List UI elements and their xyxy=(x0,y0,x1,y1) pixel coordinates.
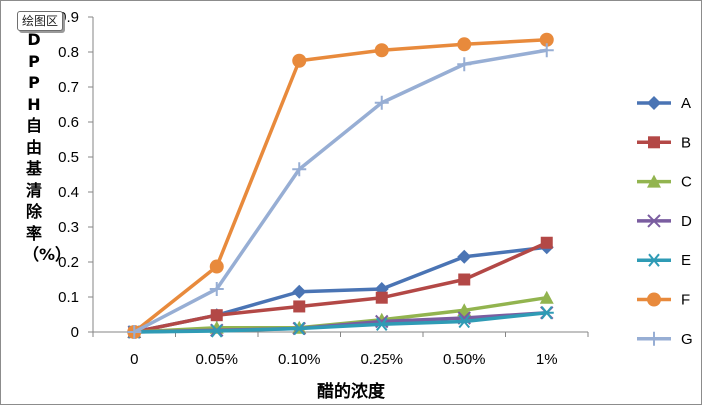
legend-label: A xyxy=(681,95,691,112)
y-tick-label: 0.7 xyxy=(58,79,79,96)
legend-item: G xyxy=(637,331,693,348)
legend-label: D xyxy=(681,213,692,230)
plot-area-tooltip: 绘图区 xyxy=(17,11,64,31)
data-point xyxy=(209,259,224,274)
y-tick-label: 0.9 xyxy=(58,9,79,26)
data-point xyxy=(539,43,554,58)
data-point xyxy=(539,290,554,304)
series-line xyxy=(133,241,548,334)
series-G xyxy=(127,43,554,339)
data-point xyxy=(209,324,224,338)
data-point xyxy=(374,43,389,58)
legend-item: B xyxy=(637,134,691,151)
data-point xyxy=(209,281,224,296)
y-axis-title: DPPH自由基清除率（%） xyxy=(23,30,72,264)
data-point xyxy=(457,249,472,264)
x-tick-label: 0 xyxy=(130,351,138,368)
data-point xyxy=(374,95,389,110)
x-tick-label: 0.50% xyxy=(443,351,486,368)
series-line xyxy=(133,48,548,334)
legend-marker xyxy=(647,292,661,307)
legend-item: E xyxy=(637,252,691,269)
y-tick-label: 0 xyxy=(71,324,79,341)
legend-marker xyxy=(647,174,661,188)
x-tick-label: 0.05% xyxy=(195,351,238,368)
legend-label: C xyxy=(681,174,692,191)
legend-item: D xyxy=(637,213,692,230)
legend-label: B xyxy=(681,134,691,151)
data-point xyxy=(374,317,389,331)
legend-marker xyxy=(647,214,661,228)
data-point xyxy=(539,306,554,320)
x-tick-label: 0.10% xyxy=(278,351,321,368)
legend-marker xyxy=(647,253,661,267)
legend-marker xyxy=(647,96,661,110)
data-point xyxy=(292,53,307,68)
y-tick-label: 0.5 xyxy=(58,149,79,166)
data-point xyxy=(292,284,307,299)
data-point xyxy=(457,303,472,317)
legend-marker xyxy=(647,331,661,346)
legend-label: G xyxy=(681,331,693,348)
data-point xyxy=(539,32,554,47)
series-B xyxy=(128,236,553,338)
y-tick-label: 0.1 xyxy=(58,289,79,306)
legend-label: E xyxy=(681,252,691,269)
legend-item: F xyxy=(637,292,690,309)
x-tick-label: 0.25% xyxy=(360,351,403,368)
data-point xyxy=(293,300,306,313)
series-F xyxy=(127,32,554,339)
legend-marker xyxy=(648,136,660,149)
legend-label: F xyxy=(681,292,690,309)
y-tick-label: 0.2 xyxy=(58,254,79,271)
y-tick-label: 0.6 xyxy=(58,114,79,131)
data-point xyxy=(292,162,307,177)
series-line xyxy=(133,38,547,334)
y-tick-label: 0.4 xyxy=(58,184,79,201)
data-point xyxy=(457,314,472,329)
data-point xyxy=(292,321,307,336)
x-axis-title: 醋的浓度 xyxy=(317,382,385,402)
data-point xyxy=(540,236,553,249)
data-point xyxy=(458,273,471,286)
y-tick-label: 0.3 xyxy=(58,219,79,236)
x-tick-label: 1% xyxy=(536,351,558,368)
data-point xyxy=(127,325,142,339)
data-point xyxy=(457,57,472,72)
legend-item: A xyxy=(637,95,691,112)
data-point xyxy=(457,37,472,52)
series-line xyxy=(134,311,547,334)
data-point xyxy=(210,309,223,322)
y-tick-label: 0.8 xyxy=(58,44,79,61)
data-point xyxy=(375,291,388,304)
legend-item: C xyxy=(637,174,692,191)
